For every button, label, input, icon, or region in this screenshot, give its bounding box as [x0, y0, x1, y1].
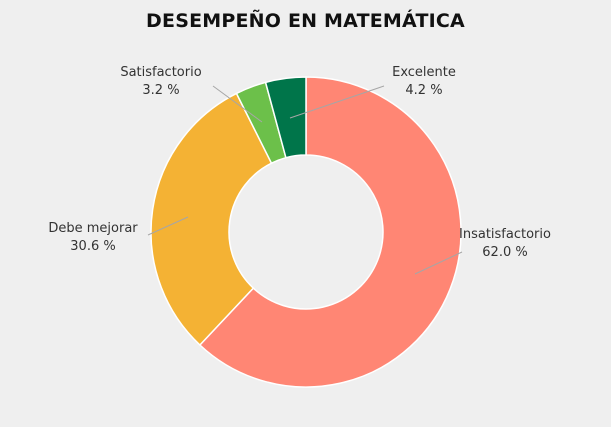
- slice-excelente: [264, 76, 307, 159]
- slice-insatisfactorio: [198, 76, 462, 388]
- leader-line-debe-mejorar: [147, 216, 189, 236]
- value-label-insatisfactorio: 62.0 %: [482, 245, 527, 260]
- category-label-debe-mejorar: Debe mejorar: [48, 221, 138, 236]
- chart-title: DESEMPEÑO EN MATEMÁTICA: [146, 10, 465, 32]
- category-label-satisfactorio: Satisfactorio: [120, 65, 201, 80]
- value-label-debe-mejorar: 30.6 %: [70, 239, 115, 254]
- slice-debe-mejorar: [150, 92, 273, 347]
- leader-line-insatisfactorio: [414, 251, 463, 275]
- category-label-insatisfactorio: Insatisfactorio: [459, 227, 551, 242]
- leader-line-satisfactorio: [212, 85, 263, 123]
- leader-line-excelente: [289, 85, 385, 119]
- value-label-excelente: 4.2 %: [405, 83, 442, 98]
- category-label-excelente: Excelente: [392, 65, 456, 80]
- value-label-satisfactorio: 3.2 %: [142, 83, 179, 98]
